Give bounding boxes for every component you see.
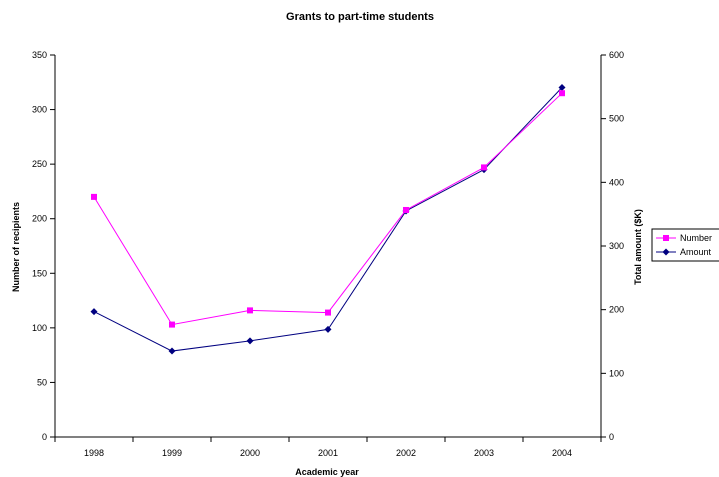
legend-label-amount: Amount [680,247,712,257]
data-point-amount [558,83,566,91]
series-line-number [93,92,563,326]
data-point-amount [168,347,176,355]
data-point-amount [246,337,254,345]
legend-label-number: Number [680,233,712,243]
legend-marker-amount [662,248,670,256]
y2-tick-label: 300 [609,241,624,251]
x-axis-title: Academic year [295,467,359,477]
x-tick-label: 2002 [396,448,416,458]
data-point-number [169,321,175,328]
x-tick-label: 2000 [240,448,260,458]
x-tick-label: 2003 [474,448,494,458]
data-point-number [559,90,565,97]
x-tick-label: 2001 [318,448,338,458]
y-tick-label: 300 [32,105,47,115]
data-point-number [325,309,331,316]
y2-tick-label: 400 [609,177,624,187]
y-tick-label: 150 [32,268,47,278]
y-tick-label: 350 [32,50,47,60]
plot-area: 0 50 100 150 200 250 300 350 0 100 200 300 400 500 600… [32,50,624,458]
legend: Number Amount [651,228,719,262]
legend-marker-number [663,235,669,241]
data-point-amount [90,308,98,316]
data-point-amount [324,325,332,333]
chart-title: Grants to part-time students [286,11,434,23]
y-tick-label: 250 [32,159,47,169]
y-tick-label: 50 [37,377,47,387]
y-tick-label: 100 [32,323,47,333]
x-tick-label: 1999 [162,448,182,458]
data-point-number [403,206,409,213]
y-tick-label: 200 [32,214,47,224]
x-tick-label: 1998 [84,448,104,458]
legend-box [651,228,719,262]
y2-tick-label: 500 [609,114,624,124]
y2-tick-label: 200 [609,305,624,315]
y2-tick-label: 0 [609,432,614,442]
y-tick-label: 0 [42,432,47,442]
y2-tick-label: 100 [609,368,624,378]
data-point-number [247,307,253,314]
y2-tick-label: 600 [609,50,624,60]
x-tick-label: 2004 [552,448,572,458]
data-point-number [91,193,97,200]
y-axis-title: Number of recipients [11,202,21,292]
data-point-number [481,164,487,171]
y2-axis-title: Total amount ($K) [633,209,643,285]
